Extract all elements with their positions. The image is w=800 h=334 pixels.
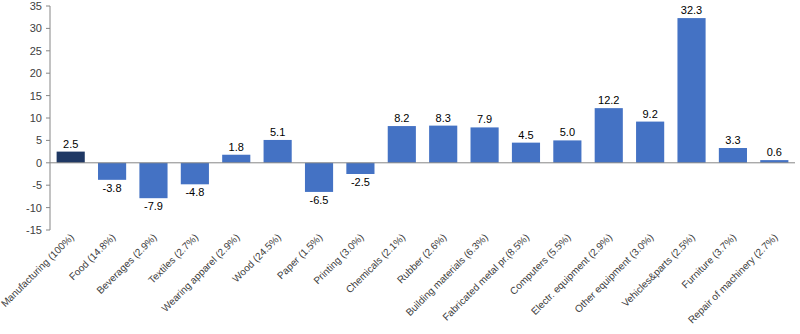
y-tick xyxy=(46,28,50,29)
y-tick-label: 35 xyxy=(30,0,42,12)
y-tick-label: 0 xyxy=(36,157,42,169)
bar xyxy=(595,108,623,163)
bar xyxy=(553,140,581,162)
data-label: 8.3 xyxy=(436,112,451,124)
data-label: -7.9 xyxy=(144,200,163,212)
bar xyxy=(139,163,167,198)
y-tick-label: -5 xyxy=(32,179,42,191)
data-label: 4.5 xyxy=(518,129,533,141)
y-tick-label: 30 xyxy=(30,22,42,34)
bar xyxy=(677,18,705,163)
x-tick-label: Repair of machinery (2.7%) xyxy=(686,232,780,326)
y-tick-label: 5 xyxy=(36,134,42,146)
y-tick xyxy=(46,118,50,119)
data-label: 0.6 xyxy=(767,146,782,158)
data-label: 9.2 xyxy=(642,108,657,120)
x-axis xyxy=(50,162,795,163)
x-tick-label: Fabricated metal pr.(8.5%) xyxy=(440,232,531,323)
y-tick-label: -15 xyxy=(26,224,42,236)
x-tick-label: Wood (24.5%) xyxy=(230,232,283,285)
data-label: 5.0 xyxy=(560,126,575,138)
data-label: 7.9 xyxy=(477,113,492,125)
y-tick xyxy=(46,185,50,186)
bar xyxy=(222,155,250,163)
bar xyxy=(264,140,292,163)
data-label: 1.8 xyxy=(229,141,244,153)
bar xyxy=(346,163,374,174)
y-tick xyxy=(46,95,50,96)
y-tick xyxy=(46,162,50,163)
x-tick-label: Wearing apparel (2.9%) xyxy=(159,232,241,314)
y-tick xyxy=(46,140,50,141)
y-tick xyxy=(46,73,50,74)
y-tick xyxy=(46,230,50,231)
x-tick-label: Manufacturing (100%) xyxy=(0,232,76,309)
x-tick-label: Vehicles&parts (2.5%) xyxy=(620,232,697,309)
y-tick-label: 15 xyxy=(30,90,42,102)
data-label: -2.5 xyxy=(351,176,370,188)
y-tick xyxy=(46,6,50,7)
bar xyxy=(305,163,333,192)
y-tick-label: -10 xyxy=(26,202,42,214)
data-label: -4.8 xyxy=(185,186,204,198)
x-tick-label: Other equipment (3.0%) xyxy=(572,232,655,315)
bars xyxy=(57,18,789,198)
x-tick-label: Chemicals (2.1%) xyxy=(344,232,408,296)
data-label: 8.2 xyxy=(394,112,409,124)
data-label: 32.3 xyxy=(681,4,702,16)
data-label: 12.2 xyxy=(598,94,619,106)
bar xyxy=(57,152,85,163)
bar xyxy=(719,148,747,163)
x-tick-label: Electr. equipment (2.9%) xyxy=(529,232,614,317)
y-tick-label: 20 xyxy=(30,67,42,79)
bar xyxy=(636,122,664,163)
y-tick-label: 10 xyxy=(30,112,42,124)
bar xyxy=(429,126,457,163)
x-tick-label: Building materials (6.3%) xyxy=(404,232,490,318)
data-label: 5.1 xyxy=(270,126,285,138)
bar xyxy=(98,163,126,180)
bar xyxy=(181,163,209,185)
data-label: -3.8 xyxy=(103,182,122,194)
y-tick xyxy=(46,207,50,208)
data-label: -6.5 xyxy=(310,194,329,206)
y-tick xyxy=(46,50,50,51)
bar xyxy=(512,143,540,163)
data-label: 3.3 xyxy=(725,134,740,146)
chart: -15 -10 -5 0 5 10 15 20 25 30 35 2.5 -3.8 -7.9 -4.8 1.8… xyxy=(0,0,800,334)
x-tick-label: Beverages (2.9%) xyxy=(95,232,159,296)
bar xyxy=(388,126,416,163)
y-tick-label: 25 xyxy=(30,45,42,57)
bar xyxy=(471,127,499,162)
data-label: 2.5 xyxy=(63,138,78,150)
